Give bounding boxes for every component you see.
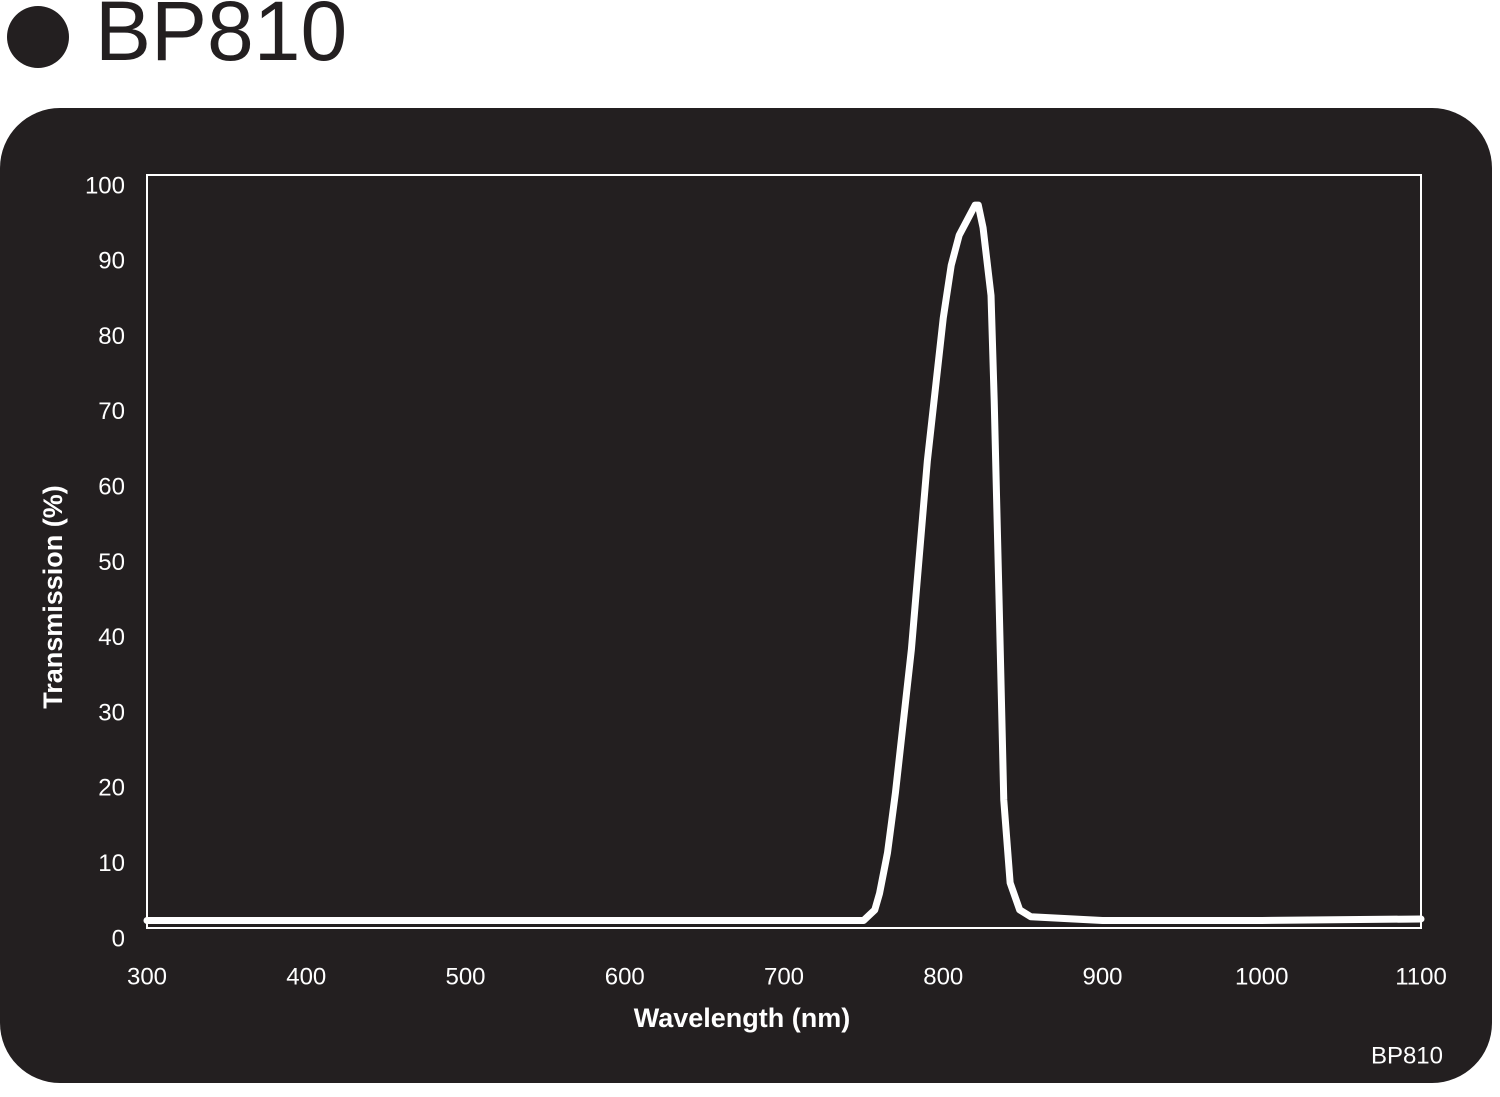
- x-tick-label: 300: [127, 963, 167, 990]
- x-tick-label: 400: [286, 963, 326, 990]
- y-axis-label: Transmission (%): [38, 485, 68, 709]
- x-tick-label: 900: [1082, 963, 1122, 990]
- y-tick-label: 40: [98, 624, 125, 651]
- y-tick-label: 50: [98, 549, 125, 576]
- x-tick-label: 1000: [1235, 963, 1288, 990]
- y-tick-label: 30: [98, 699, 125, 726]
- x-tick-label: 600: [605, 963, 645, 990]
- x-tick-label: 700: [764, 963, 804, 990]
- chart-title: BP810: [95, 0, 347, 78]
- y-tick-label: 70: [98, 398, 125, 425]
- y-tick-label: 20: [98, 775, 125, 802]
- x-tick-label: 800: [923, 963, 963, 990]
- y-tick-label: 0: [112, 925, 125, 952]
- title-bullet: [7, 6, 69, 68]
- y-tick-label: 80: [98, 323, 125, 350]
- chart-note: BP810: [1371, 1042, 1443, 1069]
- y-tick-label: 100: [85, 172, 125, 199]
- data-line: [143, 201, 1425, 924]
- y-tick-label: 10: [98, 850, 125, 877]
- plot-frame: [146, 174, 1422, 929]
- chart-panel: [0, 108, 1492, 1083]
- x-tick-label: 1100: [1395, 963, 1447, 990]
- x-tick-label: 500: [445, 963, 485, 990]
- y-tick-label: 60: [98, 474, 125, 501]
- y-tick-label: 90: [98, 248, 125, 275]
- x-axis-label: Wavelength (nm): [634, 1003, 851, 1033]
